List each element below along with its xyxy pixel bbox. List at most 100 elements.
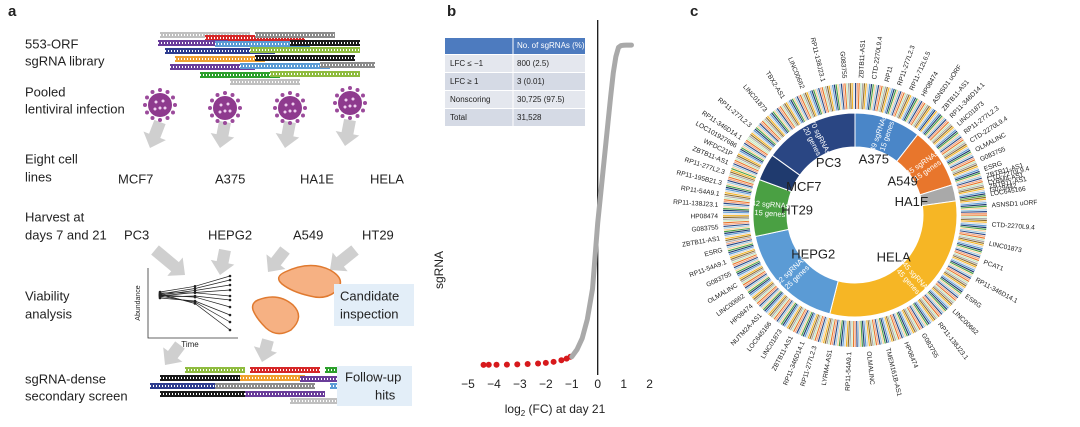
outer-segment: [737, 263, 762, 277]
virus-spike: [273, 106, 277, 110]
outer-segment: [816, 316, 825, 342]
outer-segment: [960, 212, 987, 215]
outer-segment: [922, 296, 940, 318]
x-tick-label: −2: [539, 377, 553, 391]
outer-segment: [819, 87, 828, 113]
outer-segment: [925, 293, 944, 314]
outer-segment: [810, 314, 821, 340]
outer-segment: [791, 307, 805, 332]
cell-line: HEPG2: [208, 227, 252, 242]
outer-segment: [956, 177, 982, 186]
outer-segment: [819, 317, 828, 343]
outer-segment: [933, 126, 954, 145]
plot-dot: [158, 292, 162, 296]
virus-spike: [288, 91, 292, 95]
outer-segment: [876, 318, 883, 345]
outer-segment: [723, 204, 750, 208]
outer-segment: [917, 299, 935, 322]
outer-segment: [835, 319, 841, 346]
outer-segment: [745, 139, 768, 156]
sgrna-strip: [255, 55, 355, 61]
virus-dot: [223, 109, 227, 113]
step-text: sgRNA-dense: [25, 371, 106, 386]
outer-segment: [953, 253, 978, 265]
outer-segment: [912, 303, 929, 326]
gene-label: G083755: [691, 224, 719, 233]
outer-segment: [807, 91, 819, 116]
virus-spike: [150, 90, 155, 95]
outer-segment: [856, 320, 858, 347]
outer-segment: [947, 266, 971, 281]
virus: [213, 96, 237, 120]
outer-segment: [960, 203, 987, 208]
outer-segment: [772, 111, 790, 133]
outer-segment: [959, 189, 985, 196]
virus-spike: [295, 118, 300, 123]
outer-segment: [824, 318, 832, 344]
outer-segment: [826, 85, 834, 112]
plot-dot: [228, 288, 232, 292]
outer-segment: [793, 97, 807, 122]
step-text: Viability: [25, 288, 70, 303]
outer-segment: [887, 89, 897, 115]
outer-segment: [801, 311, 813, 336]
outer-segment: [731, 252, 757, 264]
virus-spike: [335, 108, 340, 113]
table-row: [445, 73, 585, 90]
outer-segment: [804, 92, 816, 118]
outer-segment: [942, 140, 965, 157]
table-cell: Nonscoring: [450, 95, 490, 104]
outer-segment: [892, 91, 904, 117]
virus-dot: [154, 100, 158, 104]
outer-segment: [918, 299, 936, 321]
outer-segment: [735, 260, 760, 274]
outer-segment: [776, 108, 793, 130]
outer-segment: [794, 309, 808, 333]
outer-segment: [728, 244, 754, 254]
outer-segment: [790, 99, 804, 123]
outer-segment: [723, 209, 750, 212]
outer-segment: [743, 142, 767, 158]
outer-segment: [870, 319, 876, 346]
virus-dot: [291, 102, 295, 106]
outer-segment: [779, 105, 796, 128]
outer-segment: [915, 106, 932, 129]
outer-segment: [960, 205, 987, 209]
outer-segment: [723, 215, 750, 217]
virus-spike: [230, 118, 235, 123]
followup-text: Follow-up: [345, 369, 401, 384]
outer-segment: [914, 302, 930, 325]
outer-segment: [768, 114, 787, 136]
virus-spike: [223, 91, 227, 95]
outer-segment: [923, 114, 942, 135]
outer-segment: [865, 83, 869, 110]
outer-segment: [859, 320, 862, 347]
outer-segment: [724, 230, 751, 236]
outer-segment: [730, 250, 756, 261]
outer-segment: [959, 195, 986, 200]
step-text: days 7 and 21: [25, 227, 107, 242]
outer-segment: [735, 158, 760, 171]
gene-label: RP11-346D14.1: [974, 277, 1019, 305]
panel-label: b: [447, 3, 456, 20]
plot-xlabel: Time: [181, 340, 199, 349]
outer-segment: [744, 273, 767, 289]
outer-segment: [804, 312, 816, 338]
outer-segment: [936, 282, 958, 300]
outer-segment: [897, 311, 910, 336]
table-cell: 30,725 (97.5): [517, 95, 565, 104]
outer-segment: [736, 154, 761, 168]
outer-segment: [845, 320, 849, 347]
virus-spike: [288, 121, 292, 125]
outer-segment: [958, 184, 984, 192]
outer-segment: [723, 225, 750, 229]
outer-segment: [955, 174, 981, 184]
outer-segment: [947, 149, 971, 164]
gene-label: LYRM4-AS1: [821, 349, 834, 386]
cell-line: A549: [293, 227, 323, 242]
outer-segment: [768, 294, 786, 316]
outer-segment: [732, 254, 757, 265]
outer-segment: [933, 285, 954, 304]
outer-segment: [960, 221, 987, 225]
outer-segment: [960, 217, 987, 220]
